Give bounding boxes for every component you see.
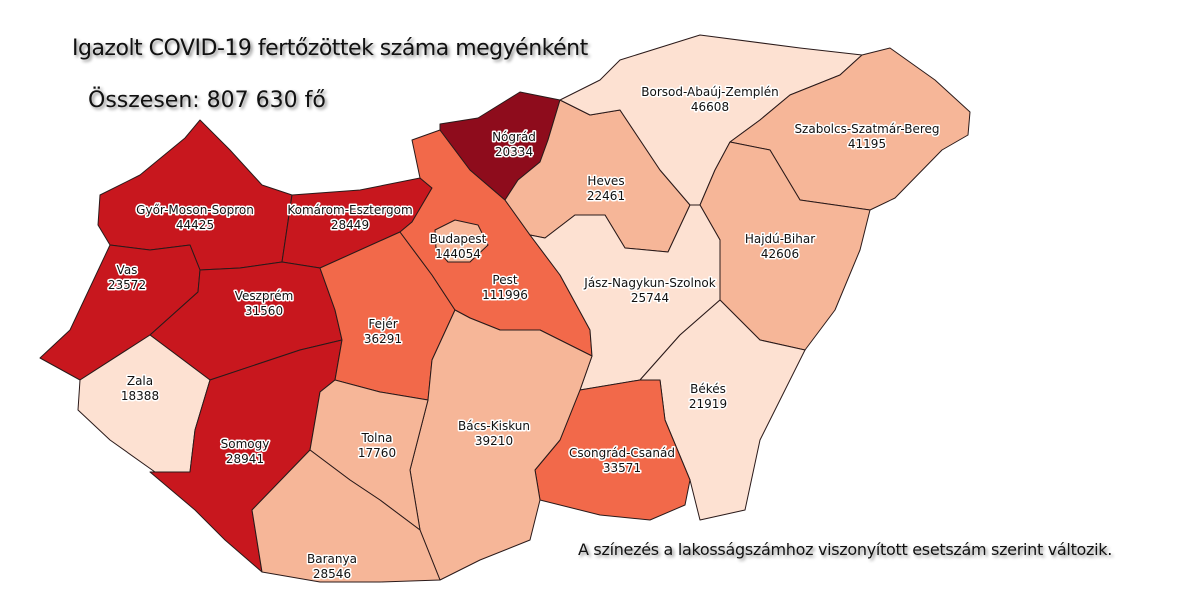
county-name-label: Komárom-Esztergom bbox=[287, 203, 412, 217]
total-cases: Összesen: 807 630 fő bbox=[88, 88, 326, 113]
map-title: Igazolt COVID-19 fertőzöttek száma megyé… bbox=[72, 36, 588, 61]
county-name-label: Győr-Moson-Sopron bbox=[136, 203, 254, 217]
county-name-label: Fejér bbox=[368, 317, 397, 331]
county-value-label: 33571 bbox=[603, 461, 641, 475]
county-value-label: 28449 bbox=[331, 218, 369, 232]
county-name-label: Pest bbox=[492, 273, 517, 287]
county-value-label: 46608 bbox=[691, 100, 729, 114]
county-baranya bbox=[251, 449, 441, 583]
county-value-label: 28941 bbox=[226, 452, 264, 466]
county-name-label: Jász-Nagykun-Szolnok bbox=[583, 276, 715, 290]
county-jasz-nagykun-szolnok bbox=[529, 204, 721, 391]
county-value-label: 144054 bbox=[435, 247, 481, 261]
county-value-label: 23572 bbox=[108, 278, 146, 292]
county-value-label: 18388 bbox=[121, 389, 159, 403]
county-value-label: 21919 bbox=[689, 397, 727, 411]
county-value-label: 31560 bbox=[245, 304, 283, 318]
county-value-label: 44425 bbox=[176, 218, 214, 232]
county-value-label: 17760 bbox=[358, 446, 396, 460]
county-name-label: Szabolcs-Szatmár-Bereg bbox=[794, 122, 939, 136]
county-value-label: 25744 bbox=[631, 291, 669, 305]
county-name-label: Csongrád-Csanád bbox=[569, 446, 675, 460]
county-value-label: 36291 bbox=[364, 332, 402, 346]
county-value-label: 22461 bbox=[587, 189, 625, 203]
county-budapest bbox=[434, 219, 489, 263]
county-name-label: Veszprém bbox=[235, 289, 294, 303]
county-name-label: Hajdú-Bihar bbox=[745, 232, 815, 246]
county-name-label: Budapest bbox=[430, 232, 487, 246]
county-name-label: Bács-Kiskun bbox=[458, 419, 530, 433]
county-name-label: Somogy bbox=[221, 437, 270, 451]
county-value-label: 111996 bbox=[482, 288, 528, 302]
county-value-label: 28546 bbox=[313, 567, 351, 581]
county-name-label: Borsod-Abaúj-Zemplén bbox=[641, 85, 778, 99]
county-name-label: Nógrád bbox=[492, 130, 536, 144]
county-name-label: Zala bbox=[127, 374, 153, 388]
county-value-label: 20334 bbox=[495, 145, 533, 159]
county-name-label: Heves bbox=[587, 174, 624, 188]
county-value-label: 42606 bbox=[761, 247, 799, 261]
county-name-label: Baranya bbox=[307, 552, 357, 566]
county-name-label: Tolna bbox=[361, 431, 393, 445]
county-value-label: 39210 bbox=[475, 434, 513, 448]
county-value-label: 41195 bbox=[848, 137, 886, 151]
county-name-label: Békés bbox=[690, 382, 726, 396]
county-name-label: Vas bbox=[117, 263, 138, 277]
coloring-note: A színezés a lakosságszámhoz viszonyítot… bbox=[578, 540, 1113, 559]
